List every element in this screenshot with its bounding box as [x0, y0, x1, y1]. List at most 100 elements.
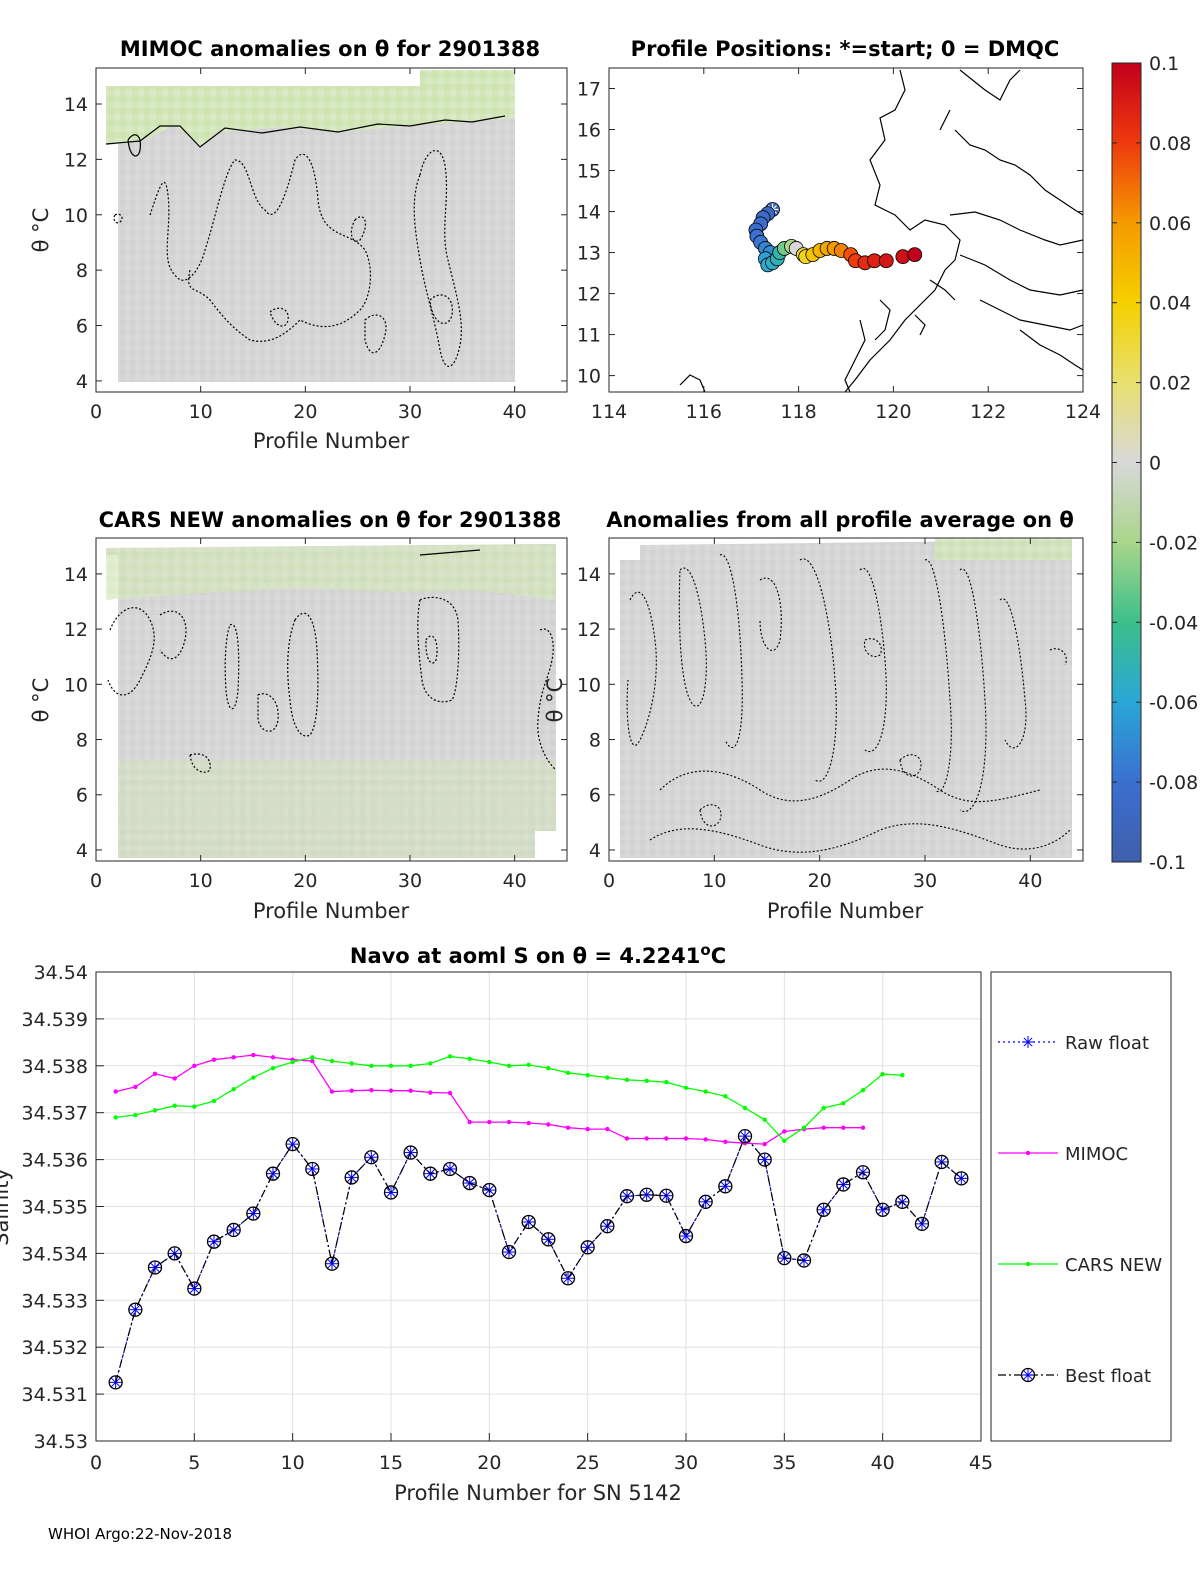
cars-new-point: [703, 1089, 708, 1094]
best-float-point: [954, 1171, 969, 1186]
mimoc-point: [408, 1088, 413, 1093]
salinity-xtick: 45: [969, 1452, 993, 1474]
cars-ytick: 14: [64, 564, 88, 586]
mimoc-point: [487, 1119, 492, 1125]
salinity-title-suffix: C: [711, 944, 726, 968]
mimoc-point: [664, 1136, 669, 1141]
colorbar-tick: 0.08: [1149, 133, 1191, 155]
line-series: [108, 1052, 969, 1390]
mimoc-point: [270, 1055, 276, 1060]
cars-ytick: 8: [76, 730, 88, 752]
cars-new-point: [428, 1061, 433, 1066]
legend-marker-mimoc: [1025, 1150, 1031, 1156]
best-float-point: [737, 1129, 753, 1144]
salinity-chart: Navo at aoml S on θ = 4.2241oC 0 5 10 15 20 2…: [0, 941, 1172, 1505]
salinity-xtick: 35: [772, 1452, 796, 1474]
mimoc-ytick: 14: [64, 94, 88, 116]
cars-panel: CARS NEW anomalies on θ for 2901388 0 10 2…: [29, 508, 568, 923]
colorbar-tick: -0.08: [1149, 772, 1198, 794]
legend-box: [990, 971, 1172, 1442]
mimoc-point: [369, 1087, 374, 1093]
mimoc-point: [251, 1052, 256, 1058]
best-float-point: [619, 1189, 635, 1204]
mimoc-point: [349, 1088, 354, 1093]
cars-new-point: [152, 1108, 158, 1113]
cars-new-point: [172, 1103, 177, 1108]
footer-credit: WHOI Argo:22-Nov-2018: [48, 1525, 232, 1543]
salinity-xtick: 30: [674, 1452, 698, 1474]
cars-new-point: [211, 1098, 217, 1104]
positions-xtick: 118: [780, 401, 816, 423]
mimoc-ytick: 8: [76, 260, 88, 282]
mimoc-panel: MIMOC anomalies on θ for 2901388 0 10 20 30…: [29, 37, 568, 453]
best-float-point: [639, 1187, 654, 1202]
mimoc-field: [106, 70, 515, 382]
allavg-ytick: 12: [577, 619, 601, 641]
best-float-point: [226, 1222, 241, 1238]
cars-xtick: 10: [189, 870, 213, 892]
colorbar-tick: -0.04: [1149, 612, 1198, 634]
mimoc-point: [860, 1125, 866, 1130]
cars-ylabel: θ °C: [29, 678, 53, 723]
cars-new-point: [388, 1063, 394, 1069]
best-float-point: [914, 1216, 930, 1232]
cars-xtick: 40: [503, 870, 527, 892]
mimoc-xtick: 30: [398, 401, 422, 423]
best-float-point: [501, 1244, 517, 1260]
best-float-point: [718, 1179, 733, 1194]
cars-new-point: [290, 1059, 295, 1065]
salinity-ytick: 34.53: [34, 1431, 88, 1453]
allavg-xlabel: Profile Number: [767, 899, 924, 923]
salinity-ytick: 34.536: [22, 1150, 88, 1172]
colorbar: 0.1 0.08 0.06 0.04 0.02 0 -0.02 -0.04 -0.06 -0.08…: [1111, 53, 1198, 874]
cars-xlabel: Profile Number: [253, 899, 410, 923]
cars-ytick: 12: [64, 619, 88, 641]
salinity-ytick: 34.537: [22, 1103, 88, 1125]
raw-float-point: [149, 1261, 161, 1274]
salinity-ytick: 34.532: [22, 1337, 88, 1359]
best-float-point: [206, 1234, 222, 1249]
cars-new-point: [408, 1063, 413, 1069]
legend-marker-best-float: [1022, 1369, 1034, 1381]
mimoc-point: [211, 1057, 217, 1062]
best-float-point: [816, 1202, 831, 1217]
mimoc-point: [546, 1122, 551, 1127]
mimoc-point: [644, 1136, 649, 1141]
cars-new-point: [762, 1117, 767, 1122]
salinity-xtick: 5: [188, 1452, 200, 1474]
mimoc-xtick: 10: [189, 401, 213, 423]
best-float-point: [895, 1194, 910, 1209]
best-float-point: [580, 1240, 595, 1255]
positions-ytick: 11: [577, 325, 601, 347]
mimoc-green-band: [106, 70, 515, 147]
allavg-ytick: 14: [577, 564, 601, 586]
salinity-ytick: 34.534: [22, 1243, 88, 1265]
legend-marker-cars-new: [1025, 1261, 1031, 1267]
cars-new-point: [821, 1105, 826, 1111]
best-float-point: [521, 1214, 536, 1230]
positions-ytick: 10: [577, 366, 601, 388]
cars-new-point: [742, 1105, 748, 1111]
best-float-point: [128, 1302, 143, 1317]
colorbar-tick: 0.04: [1149, 293, 1191, 315]
cars-xtick: 0: [90, 870, 102, 892]
best-float-point: [462, 1175, 477, 1191]
cars-new-point: [369, 1063, 374, 1069]
salinity-xtick: 25: [576, 1452, 600, 1474]
positions-ytick: 15: [577, 161, 601, 183]
colorbar-tick: 0.1: [1149, 53, 1179, 75]
mimoc-point: [329, 1089, 335, 1094]
best-float-point: [344, 1170, 359, 1185]
raw-float-point: [326, 1257, 338, 1270]
positions-xtick: 120: [875, 401, 911, 423]
positions-title: Profile Positions: *=start; 0 = DMQC: [631, 37, 1060, 61]
positions-ytick: 17: [577, 79, 601, 101]
mimoc-point: [703, 1137, 708, 1142]
profile-position-marker: [907, 247, 923, 263]
positions-ytick: 12: [577, 284, 601, 306]
allavg-contours: [626, 554, 1071, 853]
cars-ytick: 4: [76, 840, 88, 862]
legend-label-raw-float: Raw float: [1065, 1033, 1149, 1054]
best-float-point: [678, 1228, 694, 1244]
salinity-xtick: 0: [90, 1452, 102, 1474]
